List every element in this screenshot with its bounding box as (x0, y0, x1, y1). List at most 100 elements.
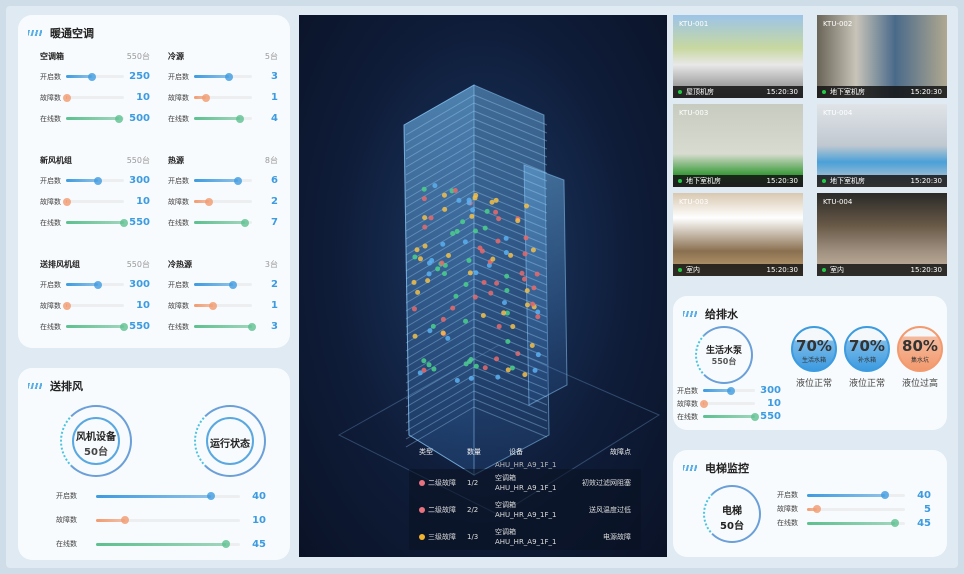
stat-slider-open[interactable] (96, 492, 240, 500)
fault-row[interactable]: 三级故障 1/3 空调箱 AHU_HR_A9_1F_1 电源故障 (409, 523, 641, 550)
stat-label: 故障数 (40, 197, 61, 206)
slider-knob[interactable] (228, 280, 237, 289)
stat-slider-fault[interactable] (194, 301, 252, 310)
tank-status: 液位正常 (795, 379, 832, 389)
stat-slider-open[interactable] (194, 72, 252, 81)
stat-slider-fault[interactable] (63, 197, 124, 206)
stat-value: 2 (271, 279, 278, 290)
stat-slider-online[interactable] (96, 540, 240, 548)
slider-knob[interactable] (221, 540, 230, 548)
stat-label: 开启数 (40, 280, 61, 289)
slider-knob[interactable] (727, 386, 736, 395)
stat-slider-fault[interactable] (194, 197, 252, 206)
slider-knob[interactable] (207, 492, 216, 500)
slider-knob[interactable] (201, 93, 210, 102)
floor-line (473, 398, 548, 430)
slider-knob[interactable] (751, 412, 759, 421)
stat-slider-open[interactable] (194, 280, 252, 289)
stat-slider-fault[interactable] (96, 516, 240, 524)
floor-line (473, 302, 548, 334)
sensor-point (466, 197, 472, 203)
hvac-title: 暖通空调 (28, 25, 94, 41)
tank-percent: 70% (796, 337, 832, 355)
slider-knob[interactable] (224, 72, 233, 81)
stat-slider-open[interactable] (703, 386, 755, 395)
camera-feed[interactable]: KTU-003 地下室机房 15:20:30 (673, 104, 803, 187)
slider-knob[interactable] (120, 322, 128, 331)
slider-knob[interactable] (236, 114, 245, 123)
floor-line (405, 366, 475, 408)
stat-slider-online[interactable] (807, 519, 905, 527)
slider-knob[interactable] (114, 114, 123, 123)
stat-slider-open[interactable] (66, 280, 124, 289)
sensor-point (482, 365, 488, 371)
stat-slider-online[interactable] (194, 218, 252, 227)
slider-knob[interactable] (699, 399, 708, 408)
sensor-point (493, 209, 499, 215)
slider-knob[interactable] (240, 218, 249, 227)
sensor-point (441, 192, 447, 198)
pump-gauge (695, 326, 753, 384)
stat-slider-open[interactable] (66, 176, 124, 185)
camera-feed[interactable]: KTU-003 室内 15:20:30 (673, 193, 803, 276)
slider-knob[interactable] (63, 301, 72, 310)
fan-device-count: 50台 (84, 447, 108, 458)
sensor-point (480, 312, 486, 318)
slider-knob[interactable] (120, 218, 128, 227)
slider-knob[interactable] (63, 93, 72, 102)
slider-knob[interactable] (891, 519, 900, 527)
floor-line (473, 174, 548, 206)
floor-line (405, 222, 475, 264)
stat-row-online: 在线数 7 (168, 212, 278, 233)
tank-name: 集水坑 (910, 357, 929, 364)
stat-slider-fault[interactable] (63, 93, 124, 102)
floor-line (473, 198, 548, 230)
slider-knob[interactable] (63, 197, 72, 206)
stat-label: 在线数 (677, 412, 698, 421)
stat-value: 10 (136, 300, 150, 311)
stat-slider-online[interactable] (66, 322, 128, 331)
slider-knob[interactable] (93, 280, 102, 289)
slider-knob[interactable] (233, 176, 242, 185)
camera-feed[interactable]: KTU-001 屋顶机房 15:20:30 (673, 15, 803, 98)
hvac-group-header: 冷热源 3台 (168, 259, 278, 270)
fault-level-dot (419, 533, 425, 540)
slider-knob[interactable] (120, 516, 129, 524)
slider-knob[interactable] (88, 72, 97, 81)
fault-row[interactable]: 二级故障 1/2 空调箱 AHU_HR_A9_1F_1 初效过滤网阻塞 (409, 469, 641, 496)
stat-slider-online[interactable] (66, 114, 124, 123)
slider-knob[interactable] (812, 505, 821, 513)
stat-slider-fault[interactable] (194, 93, 252, 102)
stat-slider-fault[interactable] (807, 505, 905, 513)
stat-label: 在线数 (40, 218, 61, 227)
slider-knob[interactable] (248, 322, 256, 331)
stat-slider-online[interactable] (703, 412, 759, 421)
building-3d-view[interactable]: 类型 数量 设备 故障点 AHU_HR_A9_1F_1 二级故障 1/2 空调箱 AH… (299, 15, 667, 557)
camera-feed[interactable]: KTU-004 室内 15:20:30 (817, 193, 947, 276)
camera-feed[interactable]: KTU-002 地下室机房 15:20:30 (817, 15, 947, 98)
stat-value: 1 (271, 300, 278, 311)
sensor-point (462, 239, 468, 245)
fault-row[interactable]: 二级故障 2/2 空调箱 AHU_HR_A9_1F_1 送风温度过低 (409, 496, 641, 523)
sensor-point (432, 183, 438, 189)
stat-slider-open[interactable] (807, 491, 905, 499)
slider-knob[interactable] (93, 176, 102, 185)
stat-slider-online[interactable] (66, 218, 128, 227)
stat-value: 6 (271, 175, 278, 186)
stat-slider-open[interactable] (194, 176, 252, 185)
stat-slider-fault[interactable] (63, 301, 124, 310)
sensor-point (532, 367, 538, 373)
title-bars-icon (28, 30, 42, 36)
stat-slider-online[interactable] (194, 322, 256, 331)
slider-knob[interactable] (204, 197, 213, 206)
sensor-point (452, 188, 458, 194)
run-status-gauge (194, 405, 266, 477)
sensor-point (411, 279, 417, 285)
sensor-point (463, 282, 469, 288)
stat-slider-fault[interactable] (699, 399, 755, 408)
stat-slider-open[interactable] (66, 72, 124, 81)
slider-knob[interactable] (209, 301, 218, 310)
slider-knob[interactable] (881, 491, 890, 499)
stat-slider-online[interactable] (194, 114, 252, 123)
camera-feed[interactable]: KTU-004 地下室机房 15:20:30 (817, 104, 947, 187)
